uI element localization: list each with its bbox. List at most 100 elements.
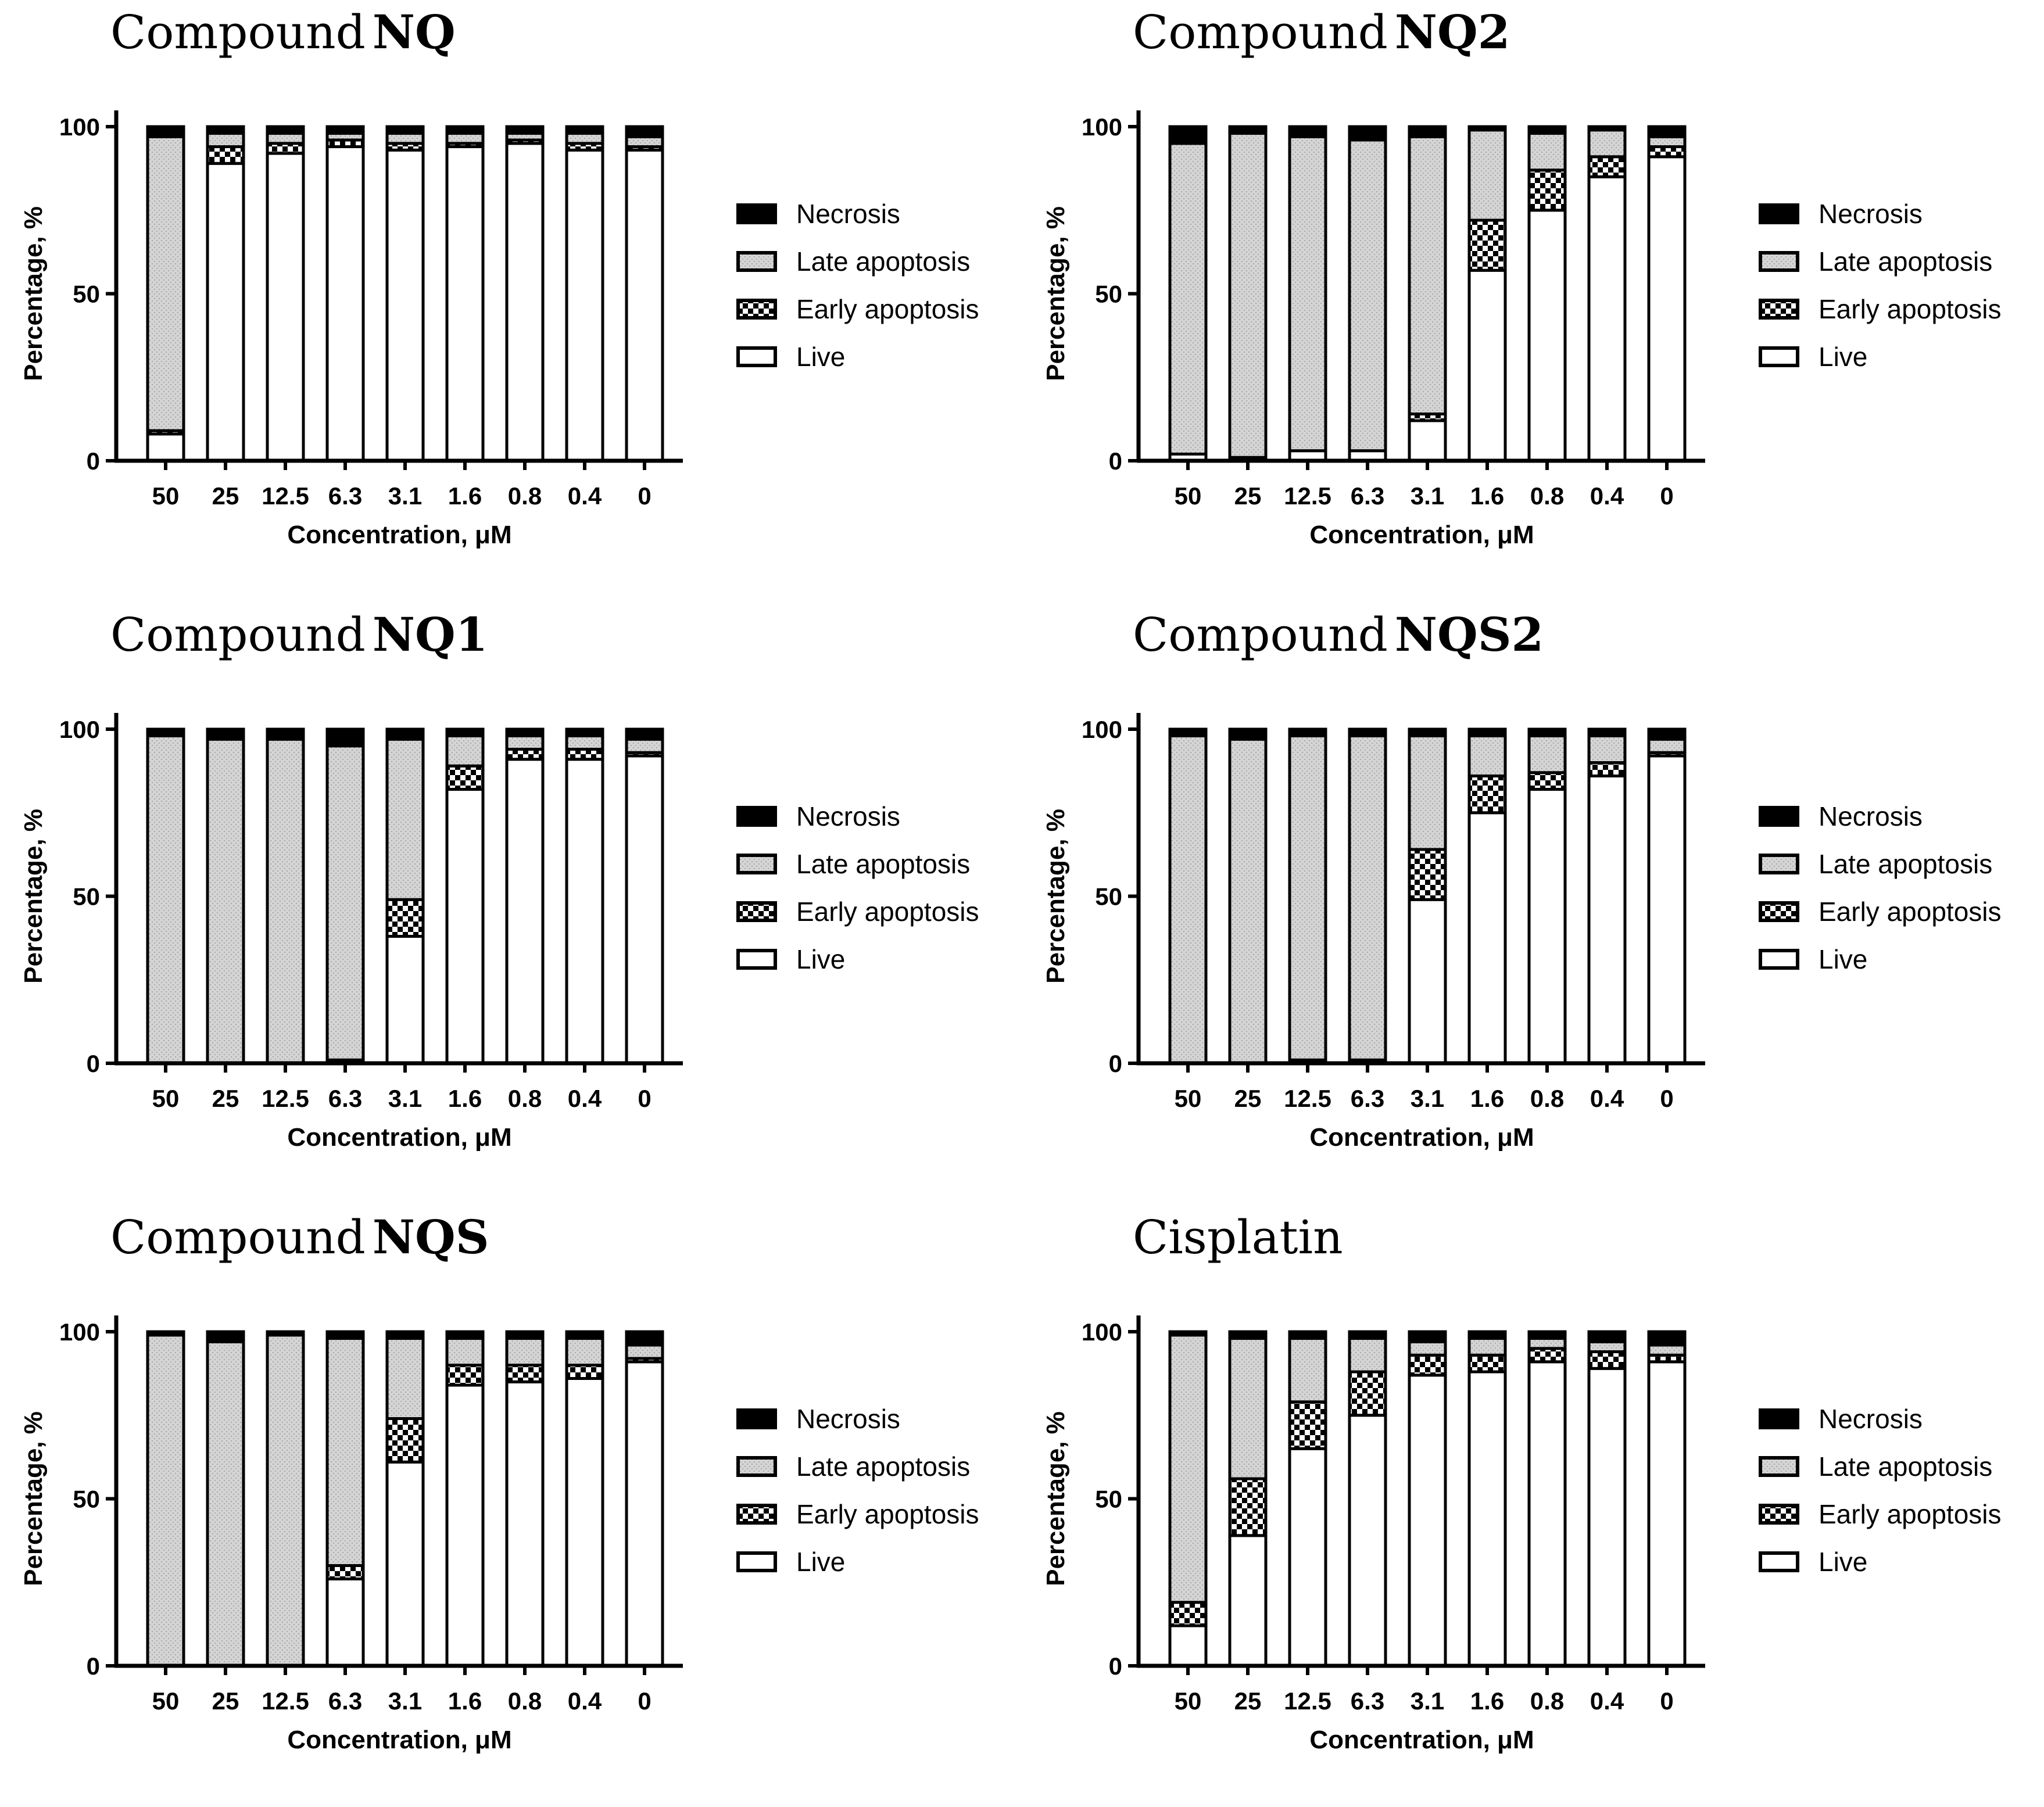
bar-segment-late-apoptosis xyxy=(1288,135,1327,453)
bar-segment-necrosis xyxy=(1647,1330,1687,1347)
bar-segment-late-apoptosis xyxy=(625,737,664,754)
bar-segment-necrosis xyxy=(445,727,485,737)
x-axis-title: Concentration, μM xyxy=(287,1726,511,1754)
bar-50 xyxy=(1168,1330,1208,1668)
y-tick-label: 100 xyxy=(1082,1318,1122,1346)
bar-segment-late-apoptosis xyxy=(1228,1337,1268,1480)
legend-label-necrosis: Necrosis xyxy=(1819,199,1923,229)
bar-segment-necrosis xyxy=(1587,1330,1627,1343)
x-tick-label: 3.1 xyxy=(388,1085,422,1112)
bar-6-3 xyxy=(1348,727,1387,1065)
bar-segment-late-apoptosis xyxy=(1467,128,1507,222)
chart-title-compound: NQS2 xyxy=(1395,607,1544,662)
x-tick-label: 12.5 xyxy=(262,1085,309,1112)
x-tick-label: 12.5 xyxy=(1284,1687,1331,1715)
bar-segment-late-apoptosis xyxy=(146,734,185,1065)
bar-1-6 xyxy=(1467,1330,1507,1668)
bar-segment-necrosis xyxy=(1527,125,1567,135)
bar-segment-late-apoptosis xyxy=(146,135,185,432)
bar-0-8 xyxy=(1527,1330,1567,1668)
bar-segment-necrosis xyxy=(1228,727,1268,741)
bar-0 xyxy=(1647,727,1687,1065)
bar-segment-necrosis xyxy=(1288,727,1327,737)
x-tick-label: 0.8 xyxy=(508,482,542,510)
bar-segment-necrosis xyxy=(1647,727,1687,741)
bar-segment-late-apoptosis xyxy=(266,132,305,145)
bar-segment-late-apoptosis xyxy=(1228,737,1268,1065)
y-tick-label: 0 xyxy=(87,1050,100,1077)
legend-swatch-early-apoptosis xyxy=(1759,901,1799,922)
bar-segment-late-apoptosis xyxy=(1527,734,1567,775)
x-tick-label: 3.1 xyxy=(1411,482,1444,510)
bar-segment-early-apoptosis xyxy=(1647,145,1687,159)
x-tick-label: 0 xyxy=(638,482,651,510)
bar-segment-live xyxy=(1527,1360,1567,1668)
legend-label-late-apoptosis: Late apoptosis xyxy=(796,246,970,277)
bar-segment-necrosis xyxy=(1168,727,1208,737)
x-tick-label: 25 xyxy=(212,1687,239,1715)
chart-title: Cisplatin xyxy=(1133,1210,1343,1264)
bar-segment-live xyxy=(385,148,425,462)
bar-segment-necrosis xyxy=(1168,1330,1208,1337)
y-tick-label: 50 xyxy=(73,883,100,910)
y-tick-label: 100 xyxy=(59,1318,100,1346)
bar-segment-early-apoptosis xyxy=(1288,1400,1327,1450)
chart-svg: Compound NQS 50 25 12.5 6.3 3.1 1.6 0.8 0.4 0 0 50 10… xyxy=(19,1210,979,1754)
bar-segment-late-apoptosis xyxy=(1168,142,1208,456)
bar-6-3 xyxy=(1348,125,1387,462)
legend-swatch-early-apoptosis xyxy=(1759,299,1799,320)
bar-segment-early-apoptosis xyxy=(266,142,305,155)
bar-segment-necrosis xyxy=(445,1330,485,1340)
bar-segment-live xyxy=(1467,1370,1507,1668)
bar-segment-necrosis xyxy=(1288,1330,1327,1340)
bar-segment-necrosis xyxy=(206,125,245,135)
bar-0-8 xyxy=(505,125,545,462)
bar-segment-live xyxy=(625,754,664,1065)
x-tick-label: 0.8 xyxy=(1530,1085,1564,1112)
bar-segment-necrosis xyxy=(625,125,664,138)
bar-segment-necrosis xyxy=(325,125,365,135)
bar-segment-necrosis xyxy=(1467,727,1507,737)
bar-segment-early-apoptosis xyxy=(1467,218,1507,272)
bar-segment-necrosis xyxy=(565,1330,604,1340)
bar-50 xyxy=(146,727,185,1065)
bar-segment-live xyxy=(1647,754,1687,1065)
bar-segment-live xyxy=(1348,1414,1387,1668)
bar-0-8 xyxy=(505,1330,545,1668)
chart-svg: Compound NQ 50 25 12.5 6.3 3.1 1.6 0.8 0.4 0 0 50 100… xyxy=(19,5,979,549)
legend-label-live: Live xyxy=(1819,944,1867,974)
bar-12-5 xyxy=(266,1330,305,1668)
bar-segment-live xyxy=(1408,898,1447,1065)
legend: Necrosis Late apoptosis Early apoptosis Liv… xyxy=(1759,801,2002,974)
bar-segment-live xyxy=(1587,775,1627,1065)
x-tick-label: 0 xyxy=(638,1085,651,1112)
y-axis-title: Percentage, % xyxy=(1041,206,1070,381)
x-tick-label: 25 xyxy=(212,1085,239,1112)
bar-50 xyxy=(1168,125,1208,462)
bar-segment-early-apoptosis xyxy=(1587,155,1627,178)
panel-cisplatin: Cisplatin 50 25 12.5 6.3 3.1 1.6 0.8 0.4 0 0 50 100 P… xyxy=(1022,1205,2044,1807)
bar-segment-early-apoptosis xyxy=(1168,1601,1208,1627)
legend-label-live: Live xyxy=(796,944,845,974)
bar-segment-late-apoptosis xyxy=(505,734,545,751)
bar-segment-late-apoptosis xyxy=(625,1343,664,1360)
legend-swatch-early-apoptosis xyxy=(736,299,777,320)
legend-swatch-early-apoptosis xyxy=(736,1504,777,1525)
x-tick-label: 25 xyxy=(1234,1687,1262,1715)
bar-segment-necrosis xyxy=(505,1330,545,1340)
bar-3-1 xyxy=(1408,727,1447,1065)
y-tick-label: 100 xyxy=(59,716,100,743)
bar-0-8 xyxy=(505,727,545,1065)
bar-segment-necrosis xyxy=(1228,1330,1268,1340)
x-tick-label: 0.4 xyxy=(568,482,602,510)
y-tick-label: 100 xyxy=(59,113,100,141)
bar-segment-live xyxy=(146,432,185,462)
chart-title-prefix: Compound xyxy=(1133,608,1388,662)
bar-segment-necrosis xyxy=(1467,125,1507,132)
bar-3-1 xyxy=(385,1330,425,1668)
legend-label-live: Live xyxy=(1819,1547,1867,1577)
bar-segment-live xyxy=(445,145,485,462)
bar-segment-live xyxy=(625,1360,664,1668)
bar-segment-live xyxy=(1288,1447,1327,1668)
bar-segment-necrosis xyxy=(385,1330,425,1340)
